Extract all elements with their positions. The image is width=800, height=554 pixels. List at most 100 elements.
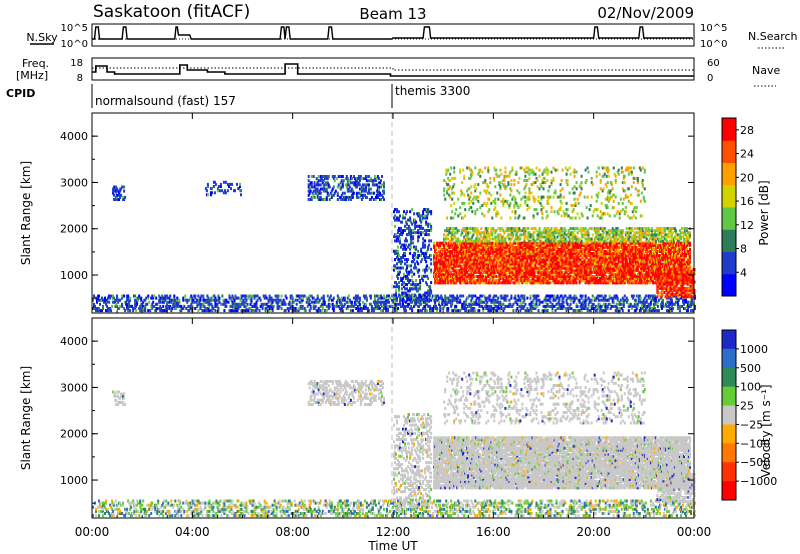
data-cell bbox=[576, 281, 578, 284]
data-cell bbox=[381, 183, 383, 186]
data-cell bbox=[124, 196, 126, 199]
data-cell bbox=[413, 212, 415, 215]
data-cell bbox=[426, 256, 428, 259]
data-cell bbox=[108, 301, 110, 304]
data-cell bbox=[398, 227, 400, 230]
data-cell bbox=[351, 177, 353, 180]
data-cell bbox=[229, 183, 231, 186]
data-cell bbox=[324, 198, 326, 201]
data-cell bbox=[550, 301, 552, 304]
data-cell bbox=[426, 283, 428, 286]
data-cell bbox=[185, 307, 187, 310]
data-cell bbox=[119, 299, 121, 302]
freq-units: [MHz] bbox=[16, 69, 48, 82]
data-cell bbox=[225, 299, 227, 302]
data-cell bbox=[426, 264, 428, 267]
cpid-mode-1: themis 3300 bbox=[395, 84, 470, 98]
data-cell bbox=[153, 305, 155, 308]
data-cell bbox=[538, 309, 540, 312]
data-cell bbox=[429, 305, 431, 308]
data-cell bbox=[409, 210, 411, 213]
data-cell bbox=[368, 183, 370, 186]
data-cell bbox=[178, 299, 180, 302]
data-cell bbox=[381, 297, 383, 300]
data-cell bbox=[347, 305, 349, 308]
data-cell bbox=[298, 307, 300, 310]
data-cell bbox=[412, 235, 414, 238]
data-cell bbox=[428, 233, 430, 236]
data-cell bbox=[315, 305, 317, 308]
data-cell bbox=[399, 300, 401, 303]
nsky-tick-bottom: 10^0 bbox=[61, 39, 88, 50]
data-cell bbox=[387, 305, 389, 308]
data-cell bbox=[123, 190, 125, 193]
data-cell bbox=[394, 300, 396, 303]
data-cell bbox=[116, 188, 118, 191]
data-cell bbox=[236, 303, 238, 306]
data-cell bbox=[365, 183, 367, 186]
data-cell bbox=[342, 175, 344, 178]
data-cell bbox=[601, 299, 603, 302]
data-cell bbox=[398, 254, 400, 257]
data-cell bbox=[333, 297, 335, 300]
data-cell bbox=[620, 299, 622, 302]
data-cell bbox=[104, 297, 106, 300]
data-cell bbox=[415, 246, 417, 249]
data-cell bbox=[311, 175, 313, 178]
data-cell bbox=[405, 248, 407, 251]
data-cell bbox=[406, 233, 408, 236]
data-cell bbox=[427, 229, 429, 232]
data-cell bbox=[430, 248, 432, 251]
data-cell bbox=[316, 177, 318, 180]
date-title: 02/Nov/2009 bbox=[597, 4, 694, 22]
data-cell bbox=[591, 299, 593, 302]
data-cell bbox=[368, 175, 370, 178]
data-cell bbox=[428, 267, 430, 270]
data-cell bbox=[406, 283, 408, 286]
data-cell bbox=[430, 225, 432, 228]
data-cell bbox=[510, 295, 512, 298]
data-cell bbox=[421, 275, 423, 278]
data-cell bbox=[399, 271, 401, 274]
data-cell bbox=[428, 244, 430, 247]
data-cell bbox=[399, 214, 401, 217]
data-cell bbox=[134, 295, 136, 298]
data-cell bbox=[99, 303, 101, 306]
data-cell bbox=[344, 192, 346, 195]
data-cell bbox=[358, 192, 360, 195]
data-cell bbox=[344, 297, 346, 300]
data-cell bbox=[197, 309, 199, 312]
data-cell bbox=[424, 214, 426, 217]
data-cell bbox=[328, 175, 330, 178]
data-cell bbox=[403, 273, 405, 276]
data-cell bbox=[455, 305, 457, 308]
freq-panel: Freq. [MHz] 18 8 60 0 Nave bbox=[16, 57, 780, 86]
data-cell bbox=[609, 295, 611, 298]
data-cell bbox=[285, 309, 287, 312]
data-cell bbox=[403, 281, 405, 284]
data-cell bbox=[206, 189, 208, 192]
data-cell bbox=[422, 269, 424, 272]
data-cell bbox=[459, 299, 461, 302]
data-cell bbox=[519, 299, 521, 302]
data-cell bbox=[571, 297, 573, 300]
data-cell bbox=[413, 258, 415, 261]
data-cell bbox=[238, 297, 240, 300]
data-cell bbox=[422, 279, 424, 282]
data-cell bbox=[208, 309, 210, 312]
data-cell bbox=[373, 198, 375, 201]
data-cell bbox=[221, 295, 223, 298]
data-cell bbox=[476, 303, 478, 306]
data-cell bbox=[411, 271, 413, 274]
data-cell bbox=[655, 309, 657, 312]
data-cell bbox=[309, 299, 311, 302]
data-cell bbox=[135, 309, 137, 312]
data-cell bbox=[577, 305, 579, 308]
data-cell bbox=[658, 299, 660, 302]
data-cell bbox=[343, 179, 345, 182]
data-cell bbox=[112, 301, 114, 304]
data-cell bbox=[216, 303, 218, 306]
data-cell bbox=[393, 294, 395, 297]
data-cell bbox=[123, 186, 125, 189]
data-cell bbox=[134, 299, 136, 302]
